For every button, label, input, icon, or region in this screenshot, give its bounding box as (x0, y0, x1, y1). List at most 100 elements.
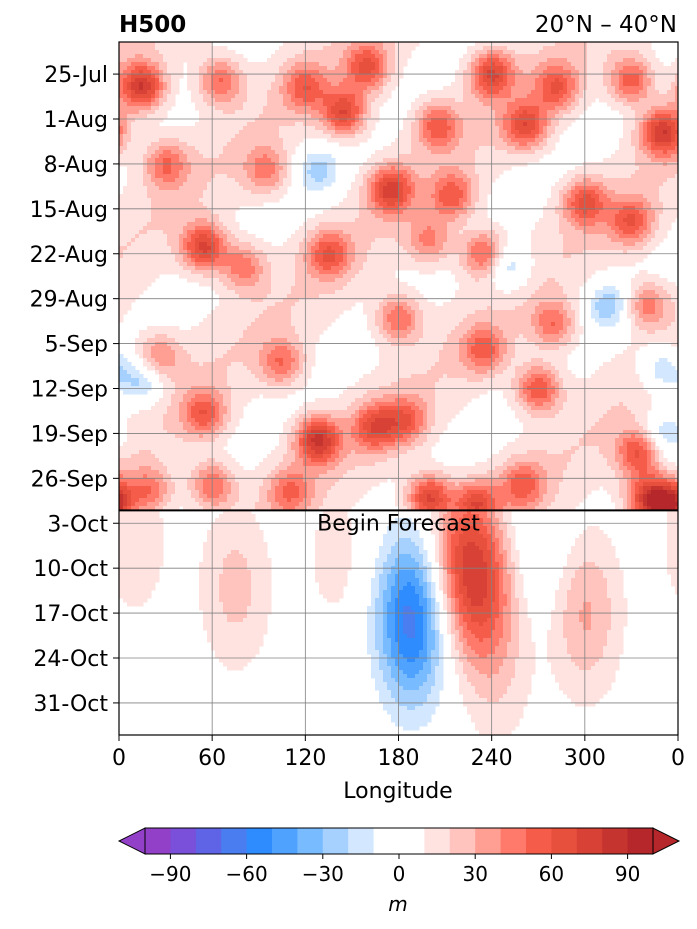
field-cell (435, 122, 440, 127)
field-cell (559, 106, 564, 111)
field-cell (475, 130, 480, 135)
field-cell (163, 90, 168, 95)
field-cell (407, 170, 412, 175)
field-cell (571, 186, 576, 191)
field-cell (659, 110, 664, 115)
field-cell (435, 206, 440, 211)
field-cell (235, 90, 240, 95)
field-cell (507, 46, 512, 51)
field-cell (383, 54, 388, 59)
field-cell (363, 78, 368, 83)
field-cell (487, 94, 492, 99)
field-cell (643, 66, 648, 71)
field-cell (483, 118, 488, 123)
field-cell (407, 194, 412, 199)
field-cell (139, 54, 144, 59)
field-cell (259, 118, 264, 123)
field-cell (203, 130, 208, 135)
field-cell (311, 106, 316, 111)
field-cell (375, 90, 380, 95)
field-cell (227, 62, 232, 67)
field-cell (351, 114, 356, 119)
field-cell (283, 146, 288, 151)
field-cell (547, 46, 552, 51)
field-cell (243, 90, 248, 95)
field-cell (387, 150, 392, 155)
field-cell (251, 150, 256, 155)
field-cell (575, 66, 580, 71)
field-cell (275, 134, 280, 139)
field-cell (187, 194, 192, 199)
field-cell (603, 198, 608, 203)
field-cell (535, 98, 540, 103)
field-cell (151, 122, 156, 127)
field-cell (671, 62, 676, 67)
field-cell (383, 210, 388, 215)
field-cell (251, 186, 256, 191)
field-cell (619, 186, 624, 191)
field-cell (263, 182, 268, 187)
field-cell (283, 42, 288, 47)
field-cell (255, 186, 260, 191)
field-cell (311, 86, 316, 91)
field-cell (483, 194, 488, 199)
field-cell (383, 46, 388, 51)
field-cell (427, 126, 432, 131)
field-cell (635, 166, 640, 171)
field-cell (551, 194, 556, 199)
field-cell (367, 166, 372, 171)
field-cell (179, 46, 184, 51)
field-cell (463, 158, 468, 163)
field-cell (427, 114, 432, 119)
field-cell (143, 98, 148, 103)
field-cell (171, 194, 176, 199)
field-cell (231, 74, 236, 79)
field-cell (207, 62, 212, 67)
field-cell (367, 110, 372, 115)
field-cell (587, 42, 592, 47)
field-cell (131, 194, 136, 199)
field-cell (659, 142, 664, 147)
field-cell (379, 70, 384, 75)
field-cell (635, 98, 640, 103)
field-cell (575, 182, 580, 187)
field-cell (187, 138, 192, 143)
field-cell (275, 82, 280, 87)
field-cell (663, 194, 668, 199)
field-cell (151, 130, 156, 135)
field-cell (587, 182, 592, 187)
field-cell (587, 58, 592, 63)
field-cell (187, 186, 192, 191)
field-cell (167, 142, 172, 147)
field-cell (403, 170, 408, 175)
field-cell (527, 46, 532, 51)
field-cell (347, 206, 352, 211)
field-cell (179, 210, 184, 215)
field-cell (155, 150, 160, 155)
field-cell (575, 86, 580, 91)
field-cell (247, 198, 252, 203)
field-cell (403, 42, 408, 47)
field-cell (627, 154, 632, 159)
field-cell (631, 90, 636, 95)
field-cell (255, 182, 260, 187)
field-cell (351, 194, 356, 199)
field-cell (355, 62, 360, 67)
field-cell (127, 42, 132, 47)
field-cell (195, 106, 200, 111)
field-cell (311, 66, 316, 71)
field-cell (255, 170, 260, 175)
field-cell (279, 166, 284, 171)
field-cell (603, 66, 608, 71)
field-cell (415, 154, 420, 159)
field-cell (631, 170, 636, 175)
field-cell (575, 94, 580, 99)
field-cell (567, 174, 572, 179)
field-cell (283, 186, 288, 191)
field-cell (539, 154, 544, 159)
field-cell (335, 78, 340, 83)
field-cell (323, 86, 328, 91)
field-cell (431, 206, 436, 211)
field-cell (307, 46, 312, 51)
field-cell (131, 134, 136, 139)
